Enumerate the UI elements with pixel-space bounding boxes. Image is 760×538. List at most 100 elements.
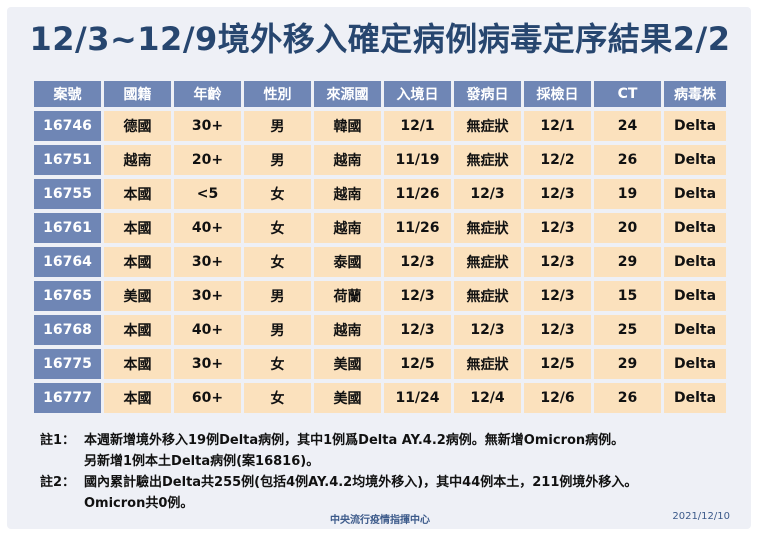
- cell-onset-date: 無症狀: [454, 281, 524, 311]
- cell-test-date: 12/3: [524, 281, 594, 311]
- cell-test-date: 12/3: [524, 247, 594, 277]
- sequencing-results-table: 案號 國籍 年齡 性別 來源國 入境日 發病日 採檢日 CT 病毒株 16746…: [34, 77, 726, 417]
- cell-sex: 女: [244, 179, 314, 209]
- cell-onset-date: 無症狀: [454, 111, 524, 141]
- note-1: 註1： 本週新增境外移入19例Delta病例，其中1例爲Delta AY.4.2…: [40, 430, 740, 472]
- cell-case-id: 16751: [34, 145, 104, 175]
- cell-entry-date: 12/3: [384, 315, 454, 345]
- header-onset-date: 發病日: [454, 81, 524, 107]
- cell-strain: Delta: [664, 111, 726, 141]
- cell-sex: 女: [244, 349, 314, 379]
- footnotes: 註1： 本週新增境外移入19例Delta病例，其中1例爲Delta AY.4.2…: [40, 430, 740, 514]
- cell-test-date: 12/5: [524, 349, 594, 379]
- cell-ct: 19: [594, 179, 664, 209]
- cell-ct: 26: [594, 383, 664, 413]
- header-source-country: 來源國: [314, 81, 384, 107]
- cell-test-date: 12/1: [524, 111, 594, 141]
- cell-entry-date: 11/26: [384, 179, 454, 209]
- cell-nationality: 本國: [104, 383, 174, 413]
- cell-entry-date: 11/19: [384, 145, 454, 175]
- cell-sex: 女: [244, 213, 314, 243]
- cell-nationality: 本國: [104, 349, 174, 379]
- cell-ct: 26: [594, 145, 664, 175]
- cell-sex: 女: [244, 383, 314, 413]
- cell-entry-date: 12/3: [384, 247, 454, 277]
- cell-age: 60+: [174, 383, 244, 413]
- table-row: 16775 本國 30+ 女美國 12/5 無症狀 12/5 29 Delta: [34, 349, 726, 379]
- cell-case-id: 16777: [34, 383, 104, 413]
- cell-case-id: 16761: [34, 213, 104, 243]
- cell-strain: Delta: [664, 349, 726, 379]
- header-sex: 性別: [244, 81, 314, 107]
- table-row: 16751 越南 20+ 男越南 11/19 無症狀 12/2 26 Delta: [34, 145, 726, 175]
- cell-nationality: 本國: [104, 247, 174, 277]
- cell-onset-date: 12/3: [454, 179, 524, 209]
- note-2: 註2： 國內累計驗出Delta共255例(包括4例AY.4.2均境外移入)，其中…: [40, 472, 740, 514]
- cell-sex: 男: [244, 111, 314, 141]
- cell-age: 30+: [174, 247, 244, 277]
- cell-nationality: 越南: [104, 145, 174, 175]
- cell-source-country: 荷蘭: [314, 281, 384, 311]
- header-entry-date: 入境日: [384, 81, 454, 107]
- table-row: 16765 美國 30+ 男荷蘭 12/3 無症狀 12/3 15 Delta: [34, 281, 726, 311]
- cell-entry-date: 12/3: [384, 281, 454, 311]
- cell-test-date: 12/3: [524, 179, 594, 209]
- footer-organization: 中央流行疫情指揮中心: [330, 515, 430, 526]
- cell-strain: Delta: [664, 247, 726, 277]
- header-test-date: 採檢日: [524, 81, 594, 107]
- cell-test-date: 12/2: [524, 145, 594, 175]
- table-row: 16755 本國 <5 女越南 11/26 12/3 12/3 19 Delta: [34, 179, 726, 209]
- cell-sex: 女: [244, 247, 314, 277]
- cell-onset-date: 無症狀: [454, 349, 524, 379]
- cell-age: 40+: [174, 213, 244, 243]
- footer-date: 2021/12/10: [672, 511, 730, 522]
- note-1-line-2: 另新增1例本土Delta病例(案16816)。: [84, 454, 320, 469]
- header-nationality: 國籍: [104, 81, 174, 107]
- cell-source-country: 越南: [314, 145, 384, 175]
- cell-age: 20+: [174, 145, 244, 175]
- cell-age: 30+: [174, 111, 244, 141]
- note-2-line-1: 國內累計驗出Delta共255例(包括4例AY.4.2均境外移入)，其中44例本…: [84, 475, 638, 490]
- cell-source-country: 美國: [314, 349, 384, 379]
- cell-ct: 24: [594, 111, 664, 141]
- cell-ct: 29: [594, 349, 664, 379]
- cell-case-id: 16755: [34, 179, 104, 209]
- cell-test-date: 12/6: [524, 383, 594, 413]
- cell-ct: 25: [594, 315, 664, 345]
- cell-strain: Delta: [664, 383, 726, 413]
- cell-case-id: 16765: [34, 281, 104, 311]
- cell-ct: 29: [594, 247, 664, 277]
- table-row: 16768 本國 40+ 男越南 12/3 12/3 12/3 25 Delta: [34, 315, 726, 345]
- cell-test-date: 12/3: [524, 213, 594, 243]
- cell-source-country: 越南: [314, 179, 384, 209]
- cell-nationality: 本國: [104, 213, 174, 243]
- note-1-line-1: 本週新增境外移入19例Delta病例，其中1例爲Delta AY.4.2病例。無…: [84, 433, 625, 448]
- cell-strain: Delta: [664, 179, 726, 209]
- cell-strain: Delta: [664, 281, 726, 311]
- cell-entry-date: 12/5: [384, 349, 454, 379]
- note-2-line-2: Omicron共0例。: [84, 496, 194, 511]
- cell-onset-date: 無症狀: [454, 213, 524, 243]
- cell-nationality: 德國: [104, 111, 174, 141]
- cell-age: <5: [174, 179, 244, 209]
- cell-source-country: 泰國: [314, 247, 384, 277]
- cell-sex: 男: [244, 281, 314, 311]
- table-row: 16777 本國 60+ 女美國 11/24 12/4 12/6 26 Delta: [34, 383, 726, 413]
- cell-onset-date: 12/4: [454, 383, 524, 413]
- cell-entry-date: 11/26: [384, 213, 454, 243]
- cell-source-country: 美國: [314, 383, 384, 413]
- cell-strain: Delta: [664, 315, 726, 345]
- cell-entry-date: 11/24: [384, 383, 454, 413]
- cell-source-country: 越南: [314, 213, 384, 243]
- header-age: 年齡: [174, 81, 244, 107]
- cell-test-date: 12/3: [524, 315, 594, 345]
- table-row: 16761 本國 40+ 女越南 11/26 無症狀 12/3 20 Delta: [34, 213, 726, 243]
- cell-onset-date: 無症狀: [454, 145, 524, 175]
- cell-ct: 20: [594, 213, 664, 243]
- header-strain: 病毒株: [664, 81, 726, 107]
- cell-ct: 15: [594, 281, 664, 311]
- cell-sex: 男: [244, 145, 314, 175]
- cell-case-id: 16746: [34, 111, 104, 141]
- cell-onset-date: 無症狀: [454, 247, 524, 277]
- table-header-row: 案號 國籍 年齡 性別 來源國 入境日 發病日 採檢日 CT 病毒株: [34, 81, 726, 107]
